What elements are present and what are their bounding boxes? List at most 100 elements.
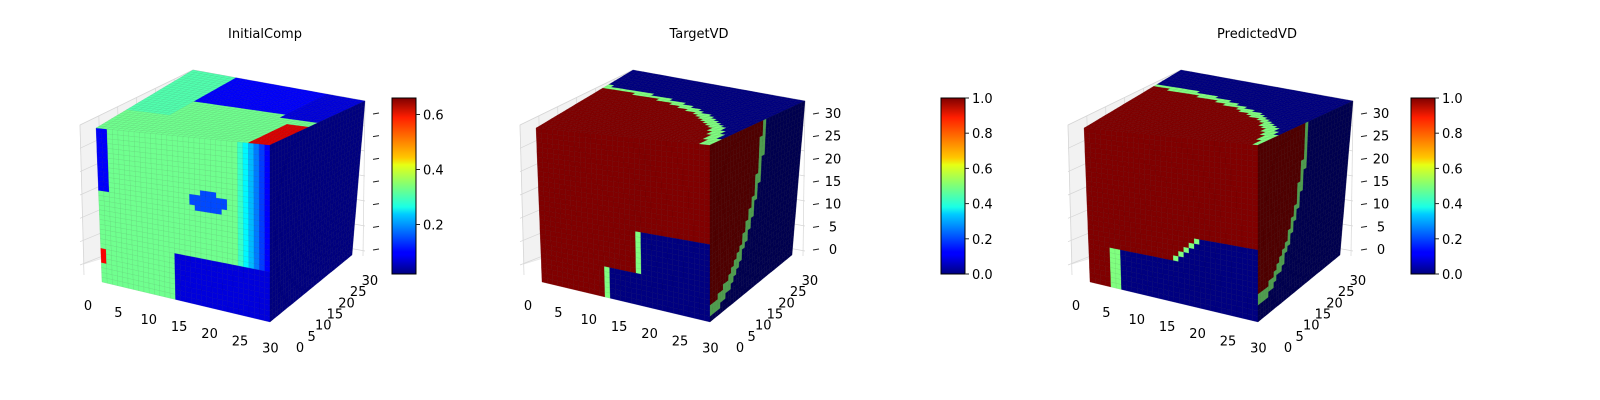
voxel — [210, 212, 217, 220]
voxel — [688, 175, 694, 182]
voxel — [242, 174, 249, 182]
voxel — [553, 153, 559, 160]
voxel — [704, 166, 711, 173]
voxel — [264, 204, 271, 212]
voxel — [559, 193, 566, 200]
voxel — [216, 187, 222, 194]
voxel — [612, 166, 619, 173]
voxel — [123, 135, 130, 142]
voxel — [650, 175, 657, 183]
voxel — [667, 306, 674, 314]
voxel — [248, 191, 255, 199]
voxel — [615, 294, 621, 301]
voxel — [162, 190, 169, 197]
voxel — [634, 158, 640, 165]
voxel — [119, 198, 126, 205]
voxel — [183, 172, 190, 179]
voxel — [155, 138, 162, 145]
voxel — [666, 172, 673, 180]
voxel — [226, 188, 233, 196]
voxel — [650, 212, 657, 220]
voxel — [114, 183, 120, 190]
voxel — [124, 184, 131, 191]
colorbar-tick-label: 0.4 — [423, 164, 444, 179]
voxel — [103, 176, 109, 183]
voxel — [226, 151, 233, 158]
voxel — [216, 192, 222, 199]
voxel — [671, 146, 678, 153]
voxel — [564, 174, 571, 181]
voxel — [178, 202, 185, 210]
voxel — [601, 134, 607, 141]
voxel — [135, 191, 142, 198]
voxel — [538, 190, 545, 197]
voxel — [693, 225, 700, 232]
voxel — [172, 155, 179, 162]
voxel — [130, 185, 136, 192]
voxel — [146, 192, 153, 199]
voxel — [628, 173, 635, 180]
voxel — [226, 156, 233, 163]
voxel — [602, 185, 609, 192]
voxel — [253, 148, 260, 156]
voxel — [96, 147, 103, 153]
voxel — [634, 205, 641, 212]
voxel — [640, 200, 646, 208]
voxel — [210, 160, 217, 167]
voxel — [145, 172, 152, 179]
voxel — [145, 167, 152, 174]
voxel — [699, 165, 705, 173]
voxel — [193, 137, 200, 144]
voxel — [655, 160, 662, 168]
voxel — [536, 151, 543, 158]
voxel — [112, 134, 119, 141]
voxel — [226, 204, 233, 212]
voxel — [549, 192, 555, 199]
voxel — [667, 215, 673, 223]
voxel — [694, 312, 700, 320]
voxel — [672, 189, 678, 196]
voxel — [607, 196, 614, 203]
voxel — [180, 295, 187, 303]
voxel — [693, 181, 700, 188]
voxel — [150, 148, 157, 155]
voxel — [232, 200, 238, 207]
voxel — [607, 185, 614, 192]
voxel — [204, 159, 211, 166]
voxel — [166, 155, 173, 162]
voxel — [172, 181, 179, 188]
voxel — [232, 205, 238, 213]
voxel — [677, 222, 684, 230]
voxel — [535, 127, 542, 134]
voxel — [248, 202, 255, 210]
voxel — [688, 311, 695, 319]
voxel — [199, 153, 206, 160]
voxel — [167, 196, 174, 203]
voxel — [541, 128, 548, 135]
voxel — [259, 204, 265, 211]
voxel — [536, 137, 543, 144]
voxel — [579, 147, 586, 153]
voxel — [243, 207, 249, 214]
voxel — [264, 193, 271, 201]
voxel — [248, 218, 255, 226]
voxel — [210, 202, 217, 209]
voxel — [655, 155, 662, 162]
voxel — [655, 139, 662, 146]
voxel — [243, 212, 249, 220]
voxel — [243, 234, 249, 241]
voxel — [672, 243, 679, 250]
voxel — [264, 226, 271, 234]
voxel — [135, 171, 141, 178]
voxel — [98, 190, 105, 197]
voxel — [628, 162, 635, 170]
voxel — [677, 195, 684, 203]
voxel — [575, 191, 582, 198]
voxel — [546, 133, 553, 140]
z-tick-mark — [372, 203, 380, 206]
voxel — [543, 186, 550, 193]
voxel — [205, 180, 211, 187]
panel-title: InitialComp — [228, 27, 302, 42]
voxel — [585, 142, 591, 149]
